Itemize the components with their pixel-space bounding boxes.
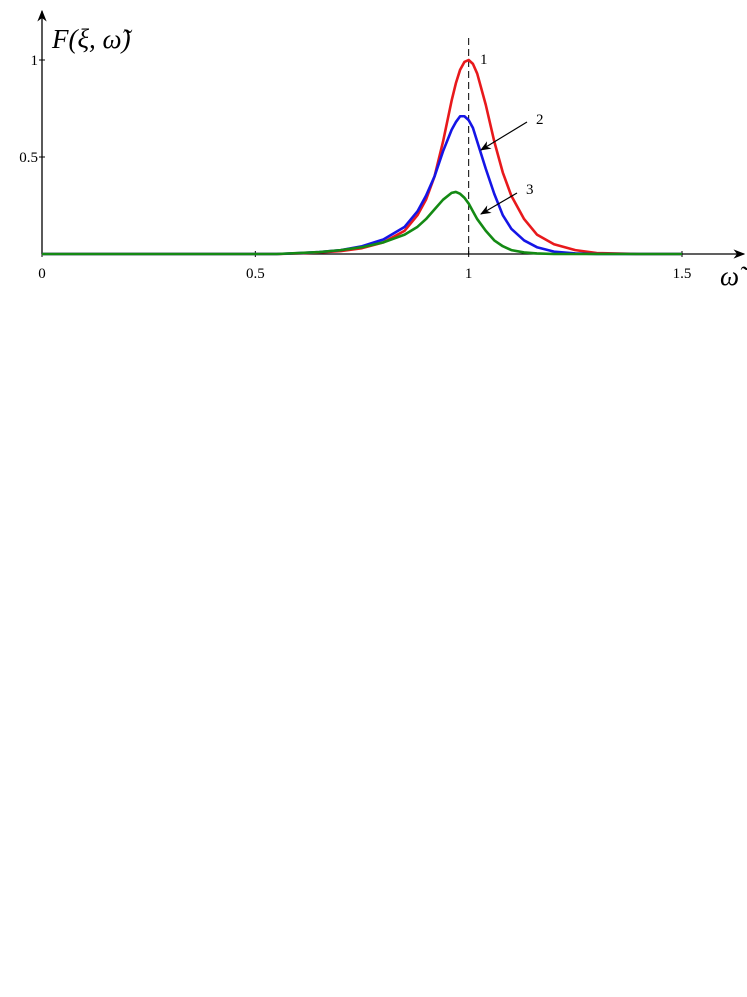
x-axis-title: ω̃ [720,261,747,291]
x-tick-label: 0.5 [246,266,265,282]
series-line [42,114,682,256]
series-line [42,190,682,256]
x-tick-label: 0 [38,266,46,282]
curve-label: 1 [480,52,488,68]
x-tick-label: 1.5 [673,266,692,282]
curve-label: 2 [536,112,544,128]
y-tick-label: 1 [31,53,39,69]
x-tick-label: 1 [465,266,473,282]
leader-arrow [480,192,518,215]
leader-arrow [480,121,528,151]
series-line [42,58,682,256]
y-tick-label: 0.5 [19,150,38,166]
y-axis-title: F(ξ, ω̃) [51,24,133,54]
curve-label: 3 [526,182,534,198]
